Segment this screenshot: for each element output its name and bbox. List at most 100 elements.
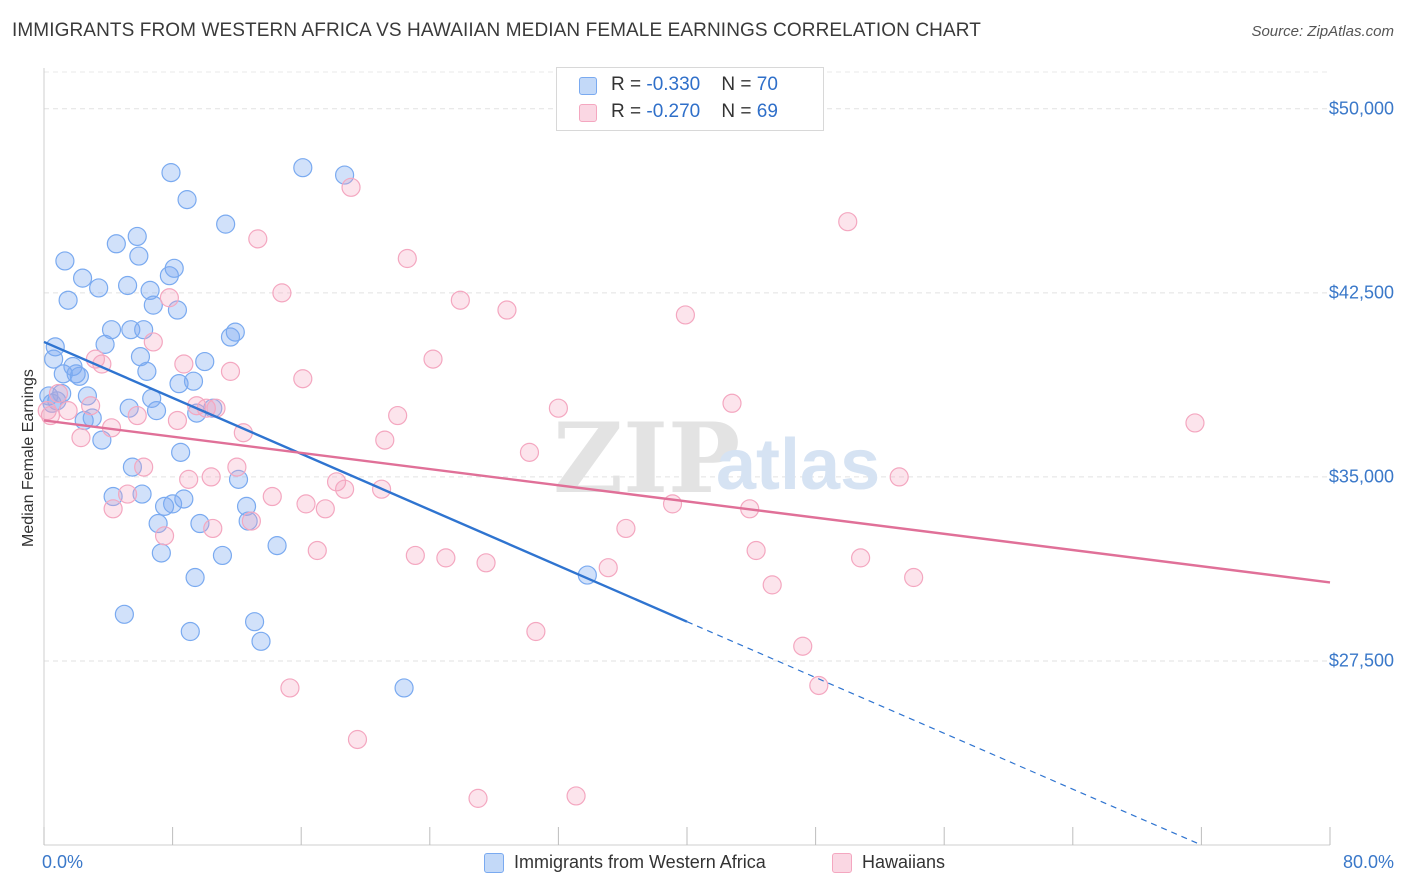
data-point <box>851 548 871 568</box>
data-point <box>195 351 215 372</box>
data-point <box>566 786 586 806</box>
data-point <box>114 604 134 624</box>
data-point <box>201 467 221 487</box>
trend-line-immigrants <box>43 340 688 623</box>
data-point <box>122 457 143 477</box>
data-point <box>347 729 368 750</box>
data-point <box>450 290 470 310</box>
data-point <box>335 165 355 185</box>
data-point <box>225 322 245 342</box>
y-tick-label: $35,000 <box>1328 466 1394 487</box>
data-point <box>251 631 271 651</box>
stats-r-value: -0.330 <box>646 74 701 95</box>
data-point <box>519 442 540 462</box>
data-point <box>164 258 184 278</box>
axes <box>43 68 1331 846</box>
data-point <box>185 567 205 588</box>
data-point <box>89 278 109 298</box>
data-point <box>746 540 766 561</box>
data-point <box>227 457 247 477</box>
data-point <box>154 526 175 546</box>
data-point <box>151 543 171 563</box>
data-point <box>119 398 139 418</box>
data-point <box>101 320 122 340</box>
data-point <box>793 636 813 656</box>
data-point <box>375 430 395 450</box>
data-point <box>58 401 78 421</box>
y-tick-label: $27,500 <box>1328 650 1394 671</box>
trend-line-immigrants-extension <box>686 621 1202 846</box>
data-point <box>236 496 257 516</box>
data-point <box>397 248 417 269</box>
data-point <box>167 410 188 431</box>
stats-r-value: -0.270 <box>646 101 701 122</box>
data-point <box>293 369 313 389</box>
data-point <box>762 575 782 595</box>
data-point <box>117 484 138 504</box>
data-point <box>163 494 183 514</box>
data-point <box>132 484 152 504</box>
data-point <box>468 788 488 808</box>
data-point <box>722 393 742 413</box>
data-point <box>675 305 695 325</box>
data-point <box>137 361 157 381</box>
data-point <box>616 518 636 539</box>
data-point <box>177 190 197 210</box>
data-point <box>72 268 93 288</box>
data-point <box>548 398 569 418</box>
series-immigrants-western-africa-points <box>39 158 597 698</box>
data-point <box>55 251 75 271</box>
data-point <box>423 349 443 369</box>
data-point <box>335 479 355 499</box>
data-point <box>171 442 191 462</box>
correlation-stats-box: R = -0.330 N = 70 R = -0.270 N = 69 <box>556 67 824 131</box>
data-point <box>598 558 618 578</box>
data-point <box>148 513 168 534</box>
x-tick-label-max: 80.0% <box>1342 852 1394 872</box>
data-point <box>476 553 496 573</box>
data-point <box>228 469 249 489</box>
data-point <box>106 234 126 254</box>
data-point <box>904 567 924 588</box>
data-point <box>48 383 69 404</box>
stats-r-label: R = <box>611 74 647 95</box>
data-point <box>293 158 313 178</box>
data-point <box>889 467 909 487</box>
stats-n-value: 70 <box>756 74 778 95</box>
y-tick-label: $42,500 <box>1328 282 1394 303</box>
data-point <box>203 518 223 539</box>
data-point <box>81 396 101 416</box>
data-point <box>174 489 194 509</box>
data-point <box>216 214 236 234</box>
legend-swatch-pink <box>832 853 852 873</box>
data-point <box>405 545 425 566</box>
data-point <box>129 246 149 266</box>
stats-n-value: 69 <box>756 101 778 122</box>
data-point <box>154 496 175 516</box>
y-tick-label: $50,000 <box>1328 98 1394 119</box>
stats-n-label: N = <box>721 74 757 95</box>
source-credit: Source: ZipAtlas.com <box>1251 23 1394 40</box>
data-point <box>161 163 181 183</box>
data-point <box>190 513 210 534</box>
data-point <box>280 678 300 698</box>
data-point <box>140 280 160 301</box>
data-point <box>143 295 163 315</box>
data-point <box>526 621 546 642</box>
data-point <box>262 486 282 507</box>
data-point <box>180 621 200 642</box>
data-point <box>838 212 858 232</box>
stats-r-label: R = <box>611 101 647 122</box>
data-point <box>159 288 179 308</box>
data-point <box>127 226 147 247</box>
data-point <box>267 536 287 556</box>
data-point <box>183 371 204 391</box>
data-point <box>134 457 154 477</box>
legend-label: Hawaiians <box>862 852 946 872</box>
data-point <box>326 472 347 492</box>
data-point <box>497 300 517 320</box>
chart-title: IMMIGRANTS FROM WESTERN AFRICA VS HAWAII… <box>12 20 981 41</box>
data-point <box>66 364 86 384</box>
